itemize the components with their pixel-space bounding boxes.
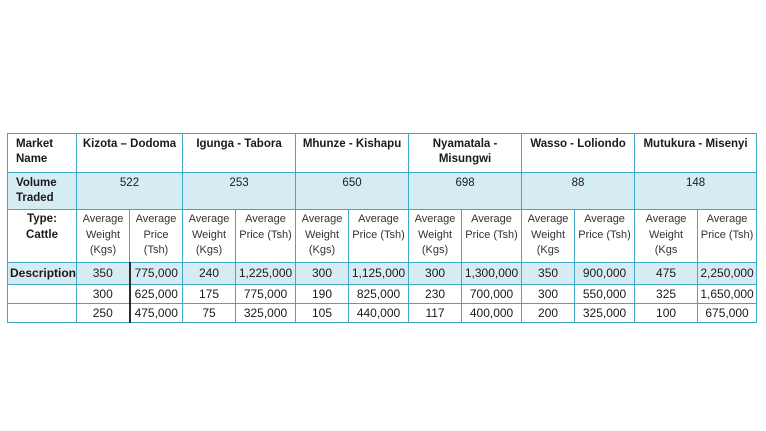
avg-price-header: Average Price (Tsh) [461,209,523,263]
weight-cell: 250 [76,303,130,323]
price-cell: 2,250,000 [697,262,758,285]
market-name: Nyamatala - Misungwi [408,133,523,173]
price-cell: 475,000 [128,303,184,323]
weight-cell: 325 [634,284,699,304]
price-cell: 675,000 [697,303,758,323]
price-cell: 1,225,000 [235,262,297,285]
price-cell: 775,000 [235,284,297,304]
market-name-row: Market Name Kizota – Dodoma Igunga - Tab… [7,133,758,173]
price-cell: 700,000 [461,284,523,304]
price-cell: 440,000 [348,303,410,323]
avg-price-header: Average Price (Tsh) [574,209,636,263]
weight-cell: 230 [408,284,463,304]
price-cell: 325,000 [235,303,297,323]
weight-cell: 350 [521,262,576,285]
empty-cell [7,284,77,304]
volume-value: 698 [408,172,523,210]
volume-value: 148 [634,172,758,210]
market-name: Mutukura - Misenyi [634,133,758,173]
price-cell: 1,650,000 [697,284,758,304]
market-name: Wasso - Loliondo [521,133,636,173]
weight-cell: 75 [182,303,237,323]
table-row: 300 625,000 175 775,000 190 825,000 230 … [7,284,758,304]
volume-traded-row: Volume Traded 522 253 650 698 88 148 [7,172,758,210]
price-cell: 1,125,000 [348,262,410,285]
price-cell: 625,000 [128,284,184,304]
table-row: 250 475,000 75 325,000 105 440,000 117 4… [7,303,758,323]
avg-weight-header: Average Weight (Kgs [634,209,699,263]
weight-cell: 117 [408,303,463,323]
weight-cell: 175 [182,284,237,304]
table-row: Description 350 775,000 240 1,225,000 30… [7,262,758,285]
avg-price-header: Average Price (Tsh) [348,209,410,263]
cattle-price-table: Market Name Kizota – Dodoma Igunga - Tab… [7,133,758,323]
weight-cell: 105 [295,303,350,323]
volume-value: 522 [75,172,184,210]
avg-weight-header: Average Weight (Kgs) [182,209,237,263]
volume-traded-label: Volume Traded [7,172,77,210]
avg-weight-header: Average Weight (Kgs) [76,209,130,263]
type-header-row: Type: Cattle Average Weight (Kgs) Averag… [7,209,758,263]
avg-price-header: Average Price (Tsh) [235,209,297,263]
weight-cell: 300 [408,262,463,285]
market-name: Kizota – Dodoma [75,133,184,173]
avg-weight-header: Average Weight (Kgs) [295,209,350,263]
type-cattle-label: Type: Cattle [7,209,77,263]
price-cell: 325,000 [574,303,636,323]
market-name: Mhunze - Kishapu [295,133,410,173]
price-cell: 400,000 [461,303,523,323]
weight-cell: 300 [76,284,130,304]
weight-cell: 200 [521,303,576,323]
price-cell: 550,000 [574,284,636,304]
market-name-label: Market Name [7,133,77,173]
avg-price-header: Average Price (Tsh) [697,209,758,263]
weight-cell: 300 [521,284,576,304]
price-cell: 825,000 [348,284,410,304]
volume-value: 650 [295,172,410,210]
empty-cell [7,303,77,323]
price-cell: 775,000 [128,262,184,285]
avg-weight-header: Average Weight (Kgs [521,209,576,263]
avg-price-header: Average Price (Tsh) [128,209,184,263]
description-label: Description [7,262,77,285]
weight-cell: 475 [634,262,699,285]
weight-cell: 190 [295,284,350,304]
weight-cell: 350 [76,262,130,285]
volume-value: 88 [521,172,636,210]
weight-cell: 300 [295,262,350,285]
market-name: Igunga - Tabora [182,133,297,173]
avg-weight-header: Average Weight (Kgs) [408,209,463,263]
weight-cell: 100 [634,303,699,323]
price-cell: 1,300,000 [461,262,523,285]
volume-value: 253 [182,172,297,210]
weight-cell: 240 [182,262,237,285]
price-cell: 900,000 [574,262,636,285]
